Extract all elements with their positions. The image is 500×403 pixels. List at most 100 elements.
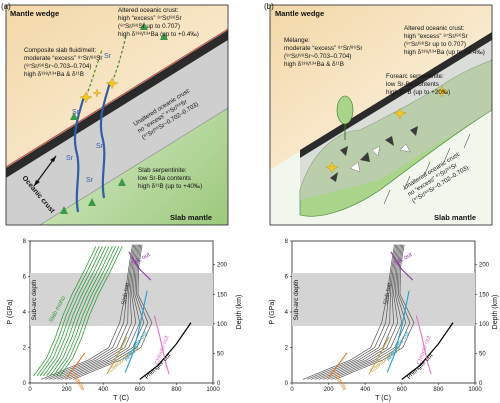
altered-a-1: Altered oceanic crust: — [118, 7, 179, 14]
altered-b-3: (⁸⁷Sr/⁸⁶Sr up to 0.707) — [404, 41, 466, 48]
mantle-wedge-a: Mantle wedge — [10, 9, 59, 18]
depth-tick-label: 50 — [217, 351, 224, 357]
top-label: Slab top — [121, 282, 131, 305]
slab-top-geotherm — [326, 244, 407, 380]
subarc-label-left: Sub-arc depth — [31, 279, 38, 320]
x-tick-label: 0 — [28, 387, 32, 393]
antigorite-label: Antigorite out — [124, 330, 149, 363]
altered-b-4: high δ¹³⁸/¹³⁴Ba (up to +0.4‰) — [404, 49, 485, 56]
slab-moho-geotherm — [36, 246, 100, 377]
x-tick-label: 1000 — [206, 387, 220, 393]
slab-top-geotherm — [56, 244, 138, 380]
subarc-label-right: Sub-arc depth — [293, 279, 300, 320]
x-tick-label: 1000 — [468, 387, 482, 393]
depth-tick-label: 200 — [479, 263, 490, 269]
x-tick-label: 800 — [433, 387, 444, 393]
slab-top-geotherm — [69, 244, 149, 380]
y-tick-label: 6 — [285, 275, 289, 281]
depth-tick-label: 150 — [217, 292, 228, 298]
slab-mantle-a: Slab mantle — [170, 213, 212, 222]
xlabel-right: T (C) — [375, 395, 391, 402]
slab-top-geotherm — [314, 244, 399, 380]
x-tick-label: 800 — [171, 387, 182, 393]
y-tick-label: 4 — [23, 310, 27, 316]
top-label: Slab top — [383, 282, 393, 305]
chlorite-out-line — [415, 315, 432, 375]
melange-4: high δ¹³⁸/¹³⁴Ba & δ¹¹B — [284, 61, 344, 68]
sr-label-4: Sr — [72, 109, 80, 116]
altered-a-4: high δ¹³⁸/¹³⁴Ba (up to +0.4‰) — [118, 31, 199, 38]
ylabel-left: P (GPa) — [7, 299, 14, 324]
phengite-out-line — [401, 322, 454, 380]
slab-top-geotherm — [331, 244, 411, 380]
y-tick-label: 0 — [285, 381, 289, 387]
slab-top-geotherm — [310, 244, 398, 380]
slab-moho-geotherm — [46, 246, 110, 377]
depth-tick-label: 100 — [217, 322, 228, 328]
slab-top-geotherm — [322, 244, 403, 380]
serp-a-2: low Sr-Ba contents — [138, 175, 191, 182]
slab-top-geotherm — [60, 244, 141, 380]
altered-b-1: Altered oceanic crust: — [404, 25, 465, 32]
slab-moho-geotherm — [39, 246, 103, 377]
slab-top-geotherm — [52, 244, 137, 380]
melange-3: (⁸⁷Sr/⁸⁶Sr~0.703–0.704) — [284, 53, 351, 60]
subarc-band-left — [30, 273, 213, 326]
slab-top-geotherm — [73, 244, 153, 380]
subarc-band-right — [292, 273, 475, 326]
altered-a-2: high “excess” ⁸⁷Sr/⁸⁶Sr — [118, 15, 182, 22]
y-tick-label: 8 — [285, 239, 289, 245]
y2label-left: Depth (km) — [236, 295, 243, 330]
altered-a-3: (⁸⁷Sr/⁸⁶Sr up to 0.707) — [118, 23, 180, 30]
jadeite-line — [66, 352, 86, 379]
antigorite-out-line — [386, 290, 410, 373]
composite-3: (⁸⁷Sr/⁸⁶Sr~0.703–0.704) — [24, 63, 91, 70]
serp-a-1: Slab serpentinite: — [138, 167, 187, 174]
x-tick-label: 600 — [397, 387, 408, 393]
antigorite-out-line — [124, 290, 148, 373]
panel-b: (b) Mantle wedge Slab mantle Mélange: mo… — [264, 2, 493, 226]
serp-a-3: high δ¹¹B (up to +40‰) — [138, 183, 202, 190]
slab-top-geotherm — [302, 244, 395, 380]
x-tick-label: 0 — [290, 387, 294, 393]
slab-moho-geotherm — [33, 246, 97, 377]
talc-out-line — [390, 251, 414, 281]
xlabel-left: T (C) — [113, 395, 129, 402]
sr-label-2: Sr — [96, 143, 104, 150]
chlorite-out-line — [153, 315, 170, 375]
phengite-out-line — [139, 322, 192, 380]
x-tick-label: 600 — [135, 387, 146, 393]
slab-top-geotherm — [64, 244, 145, 380]
forearc-2: low Sr-Ba contents — [386, 81, 439, 88]
y-tick-label: 8 — [23, 239, 27, 245]
melange-1: Mélange: — [284, 37, 310, 44]
x-tick-label: 400 — [98, 387, 109, 393]
panel-a: Sr Sr Sr Sr Sr (a) Mantle wedge Slab man… — [1, 2, 229, 226]
slab-top-geotherm — [40, 244, 133, 380]
ylabel-right: P (GPa) — [269, 299, 276, 324]
forearc-3: high δ¹¹B (up to +20‰) — [386, 89, 450, 96]
sr-label-1: Sr — [66, 155, 74, 162]
depth-tick-label: 50 — [479, 351, 486, 357]
panel-b-letter: (b) — [264, 2, 274, 11]
y2label-right: Depth (km) — [492, 295, 499, 330]
slab-top-geotherm — [48, 244, 136, 380]
slab-moho-geotherm — [59, 246, 123, 377]
slab-moho-geotherm — [53, 246, 116, 377]
forearc-1: Forearc serpentinite: — [386, 73, 444, 80]
slab-moho-geotherm — [43, 246, 107, 377]
lawsonite-out-line — [106, 336, 128, 375]
composite-1: Composite slab fluid/melt: — [24, 47, 96, 54]
y-tick-label: 0 — [23, 381, 27, 387]
sr-label-3: Sr — [86, 177, 94, 184]
y-tick-label: 2 — [23, 346, 27, 352]
talc-out-line — [128, 251, 152, 281]
composite-2: moderate “excess” ⁸⁷Sr/⁸⁶Sr — [24, 55, 102, 62]
y-tick-label: 4 — [285, 310, 289, 316]
y-tick-label: 6 — [23, 275, 27, 281]
x-tick-label: 400 — [360, 387, 371, 393]
sr-label-5: Sr — [104, 53, 112, 60]
altered-b-2: high “excess” ⁸⁷Sr/⁸⁶Sr — [404, 33, 468, 40]
